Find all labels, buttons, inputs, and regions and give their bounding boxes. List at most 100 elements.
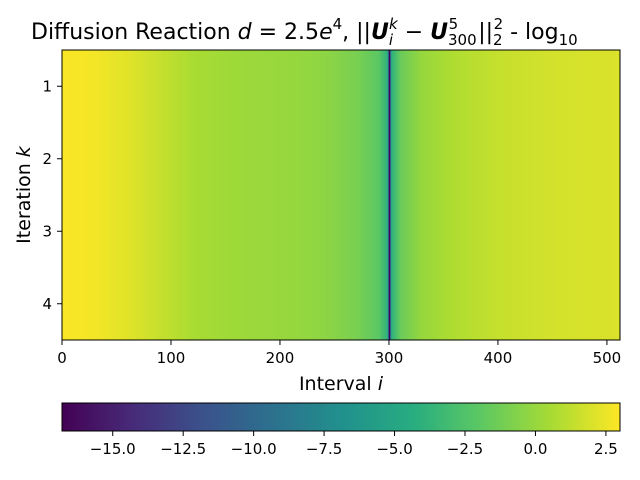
heatmap-column	[536, 50, 538, 340]
heatmap-column	[306, 50, 308, 340]
heatmap-column	[355, 50, 357, 340]
heatmap-column	[504, 50, 506, 340]
heatmap-column	[228, 50, 231, 340]
heatmap-column	[357, 50, 359, 340]
heatmap-column	[302, 50, 305, 340]
heatmap-column	[378, 50, 380, 340]
heatmap-column	[335, 50, 338, 340]
heatmap-column	[420, 50, 423, 340]
heatmap-column	[152, 50, 154, 340]
heatmap-column	[165, 50, 168, 340]
heatmap-column	[441, 50, 443, 340]
heatmap-column	[107, 50, 110, 340]
heatmap-column	[151, 50, 153, 340]
heatmap-column	[109, 50, 112, 340]
heatmap-column	[100, 50, 102, 340]
heatmap-column	[94, 50, 97, 340]
heatmap-column	[599, 50, 601, 340]
heatmap-column	[383, 50, 385, 340]
heatmap-column	[138, 50, 140, 340]
heatmap-column	[275, 50, 278, 340]
heatmap-column	[502, 50, 504, 340]
heatmap-column	[196, 50, 198, 340]
heatmap-column	[266, 50, 269, 340]
heatmap-column	[145, 50, 148, 340]
heatmap-column	[485, 50, 488, 340]
heatmap-column	[161, 50, 163, 340]
heatmap-column	[572, 50, 574, 340]
heatmap-column	[531, 50, 534, 340]
heatmap-column	[96, 50, 99, 340]
heatmap-column	[342, 50, 344, 340]
heatmap-column	[136, 50, 138, 340]
heatmap-column	[159, 50, 161, 340]
heatmap-column	[600, 50, 602, 340]
heatmap-column	[604, 50, 607, 340]
heatmap-column	[77, 50, 79, 340]
heatmap-column	[133, 50, 136, 340]
heatmap-column	[439, 50, 441, 340]
heatmap-column	[234, 50, 236, 340]
heatmap-column	[454, 50, 456, 340]
heatmap-column	[83, 50, 86, 340]
heatmap-column	[374, 50, 377, 340]
heatmap-column	[388, 50, 391, 340]
heatmap-column	[429, 50, 431, 340]
heatmap-column	[63, 50, 65, 340]
heatmap-column	[554, 50, 557, 340]
heatmap-column	[287, 50, 290, 340]
heatmap-column	[370, 50, 372, 340]
heatmap-column	[565, 50, 567, 340]
heatmap-column	[386, 50, 389, 340]
heatmap-column	[84, 50, 87, 340]
heatmap-column	[175, 50, 177, 340]
heatmap-column	[391, 50, 393, 340]
heatmap-column	[518, 50, 521, 340]
heatmap-column	[296, 50, 298, 340]
heatmap-column	[473, 50, 476, 340]
heatmap-column	[550, 50, 552, 340]
heatmap-column	[129, 50, 132, 340]
heatmap-column	[562, 50, 564, 340]
heatmap-column	[252, 50, 255, 340]
heatmap-column	[455, 50, 457, 340]
heatmap-column	[184, 50, 186, 340]
heatmap-column	[476, 50, 478, 340]
heatmap-column	[597, 50, 599, 340]
heatmap-column	[363, 50, 366, 340]
heatmap-column	[241, 50, 244, 340]
heatmap-column	[501, 50, 503, 340]
heatmap-column	[89, 50, 91, 340]
heatmap-column	[586, 50, 588, 340]
heatmap-column	[293, 50, 295, 340]
heatmap-column	[563, 50, 565, 340]
heatmap-column	[608, 50, 610, 340]
heatmap-column	[315, 50, 318, 340]
heatmap-column	[312, 50, 315, 340]
heatmap-column	[360, 50, 363, 340]
x-tick-label: 300	[375, 349, 404, 367]
heatmap-column	[281, 50, 283, 340]
heatmap-column	[209, 50, 211, 340]
heatmap-column	[318, 50, 320, 340]
heatmap-column	[69, 50, 72, 340]
heatmap-column	[407, 50, 409, 340]
heatmap-column	[612, 50, 614, 340]
heatmap-column	[160, 50, 162, 340]
heatmap-column	[149, 50, 151, 340]
heatmap-column	[372, 50, 375, 340]
heatmap-column	[261, 50, 263, 340]
heatmap-column	[332, 50, 334, 340]
heatmap-column	[259, 50, 261, 340]
y-tick-label: 3	[42, 222, 52, 240]
heatmap-column	[587, 50, 589, 340]
colorbar-tick-label: −10.0	[231, 440, 277, 458]
heatmap-column	[560, 50, 562, 340]
heatmap-column	[516, 50, 518, 340]
heatmap-column	[194, 50, 197, 340]
heatmap-column	[477, 50, 479, 340]
heatmap-column	[187, 50, 189, 340]
heatmap-column	[426, 50, 428, 340]
heatmap-column	[150, 50, 152, 340]
